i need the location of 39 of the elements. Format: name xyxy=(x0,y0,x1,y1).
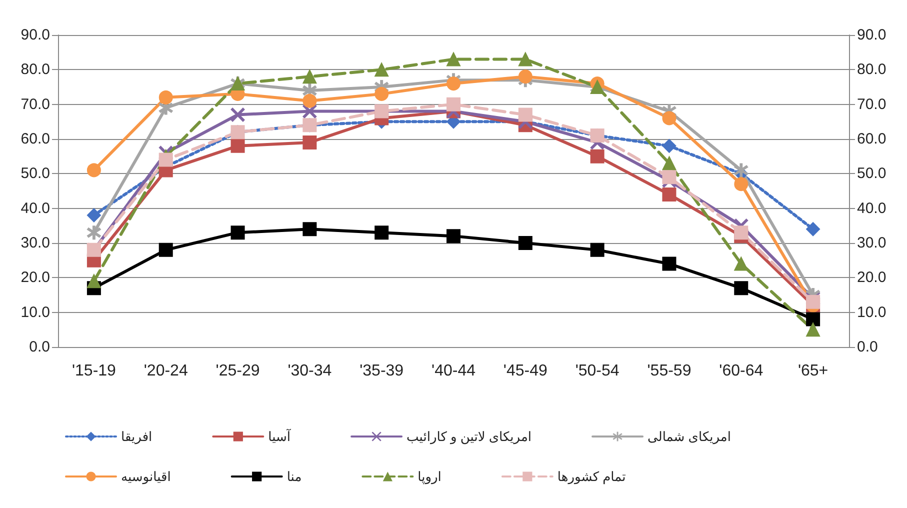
y2-tick-label: 50.0 xyxy=(857,165,886,182)
y-tick-label: 90.0 xyxy=(20,26,50,44)
legend-label: اروپا xyxy=(418,469,442,485)
x-tick-label: '35-39 xyxy=(360,362,404,380)
x-tick-label: '20-24 xyxy=(144,362,188,380)
y2-tick-label: 20.0 xyxy=(857,269,886,286)
y2-tick-label: 40.0 xyxy=(857,200,886,217)
x-tick-label: '50-54 xyxy=(575,362,620,380)
x-tick-label: '30-34 xyxy=(288,362,332,380)
legend-label: اقیانوسیه xyxy=(121,469,171,485)
y2-tick-label: 30.0 xyxy=(857,234,886,252)
legend-label: امریکای شمالی xyxy=(648,429,732,445)
y-tick-label: 0.0 xyxy=(29,338,50,356)
y2-tick-label: 60.0 xyxy=(857,130,886,148)
x-tick-label: '65+ xyxy=(798,362,828,380)
y-tick-label: 60.0 xyxy=(20,130,50,148)
y-tick-label: 40.0 xyxy=(20,200,50,217)
y2-tick-label: 80.0 xyxy=(857,61,886,78)
x-tick-label: '25-29 xyxy=(216,362,260,380)
y2-tick-label: 10.0 xyxy=(857,304,886,321)
x-tick-label: '45-49 xyxy=(503,362,548,380)
legend-label: افریقا xyxy=(121,429,152,445)
x-tick-label: '40-44 xyxy=(432,362,476,380)
x-tick-label: '55-59 xyxy=(647,362,692,380)
legend-label: امریکای لاتین و کارائیب xyxy=(406,429,532,445)
y-tick-label: 50.0 xyxy=(20,165,50,182)
y-tick-label: 70.0 xyxy=(20,96,50,113)
y-tick-label: 20.0 xyxy=(20,269,50,286)
y-tick-label: 80.0 xyxy=(20,61,50,78)
y2-tick-label: 90.0 xyxy=(857,26,886,44)
legend-label: منا xyxy=(286,469,302,484)
x-tick-label: '60-64 xyxy=(719,362,764,380)
y-tick-label: 10.0 xyxy=(20,304,50,321)
legend-label: آسیا xyxy=(268,428,292,444)
y2-tick-label: 70.0 xyxy=(857,96,886,113)
y2-tick-label: 0.0 xyxy=(857,338,878,356)
y-tick-label: 30.0 xyxy=(20,234,50,252)
legend-label: تمام کشورها xyxy=(557,469,626,485)
x-tick-label: '15-19 xyxy=(72,362,116,380)
